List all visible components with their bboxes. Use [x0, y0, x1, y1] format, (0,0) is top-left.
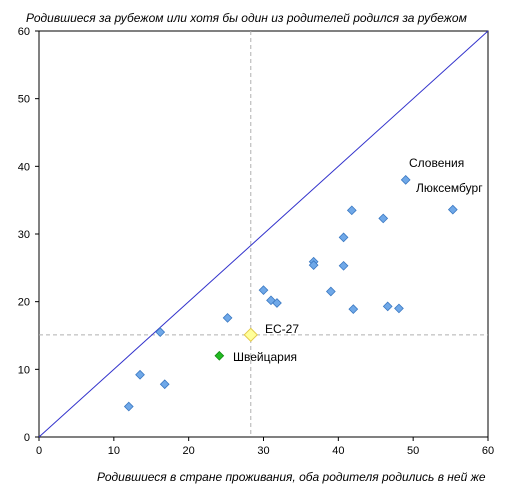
annotation-slovenia: Словения [409, 156, 464, 170]
data-point-country [159, 379, 170, 390]
data-point-country [346, 205, 357, 216]
x-tick-label: 50 [407, 445, 419, 457]
x-tick-label: 10 [108, 445, 120, 457]
y-axis-title: Родившиеся за рубежом или хотя бы один и… [26, 11, 467, 25]
data-point-country [348, 304, 359, 314]
data-point-country [222, 313, 233, 323]
annotation-luxembourg: Люксембург [416, 181, 483, 195]
axes: 0 10 20 30 40 50 60 0 10 20 30 40 50 60 [18, 26, 494, 457]
data-point-country [155, 327, 166, 337]
data-point-country [400, 175, 411, 185]
data-point-country [266, 295, 276, 306]
y-tick-label: 60 [18, 26, 30, 38]
x-tick-label: 60 [482, 445, 494, 457]
x-tick-label: 20 [183, 445, 195, 457]
data-point-country [447, 204, 458, 215]
y-tick-label: 50 [18, 94, 30, 106]
y-tick-label: 0 [24, 432, 30, 444]
data-point-country [378, 213, 389, 224]
data-point-switzerland [214, 350, 225, 361]
data-point-country [325, 286, 336, 297]
y-tick-label: 20 [18, 297, 30, 309]
diagonal-line [38, 30, 489, 438]
y-tick-label: 40 [18, 161, 30, 173]
label-switzerland: Швейцария [233, 350, 297, 364]
data-point-country [135, 369, 145, 380]
x-tick-label: 30 [257, 445, 269, 457]
data-point-country [258, 285, 269, 296]
data-point-country [394, 303, 404, 314]
chart-marks [38, 30, 489, 438]
x-axis-title: Родившиеся в стране проживания, оба роди… [97, 470, 486, 484]
label-eu27: ЕС-27 [265, 322, 299, 336]
data-point-country [123, 401, 134, 412]
data-point-country [382, 301, 393, 312]
x-tick-label: 40 [332, 445, 344, 457]
data-point-country [338, 232, 349, 243]
y-tick-label: 30 [18, 229, 30, 241]
data-point-country [272, 298, 282, 308]
y-tick-label: 10 [18, 364, 30, 376]
data-point-country [338, 260, 349, 271]
data-point-eu27 [243, 327, 258, 343]
data-point-country [308, 260, 319, 270]
x-tick-label: 0 [36, 445, 42, 457]
